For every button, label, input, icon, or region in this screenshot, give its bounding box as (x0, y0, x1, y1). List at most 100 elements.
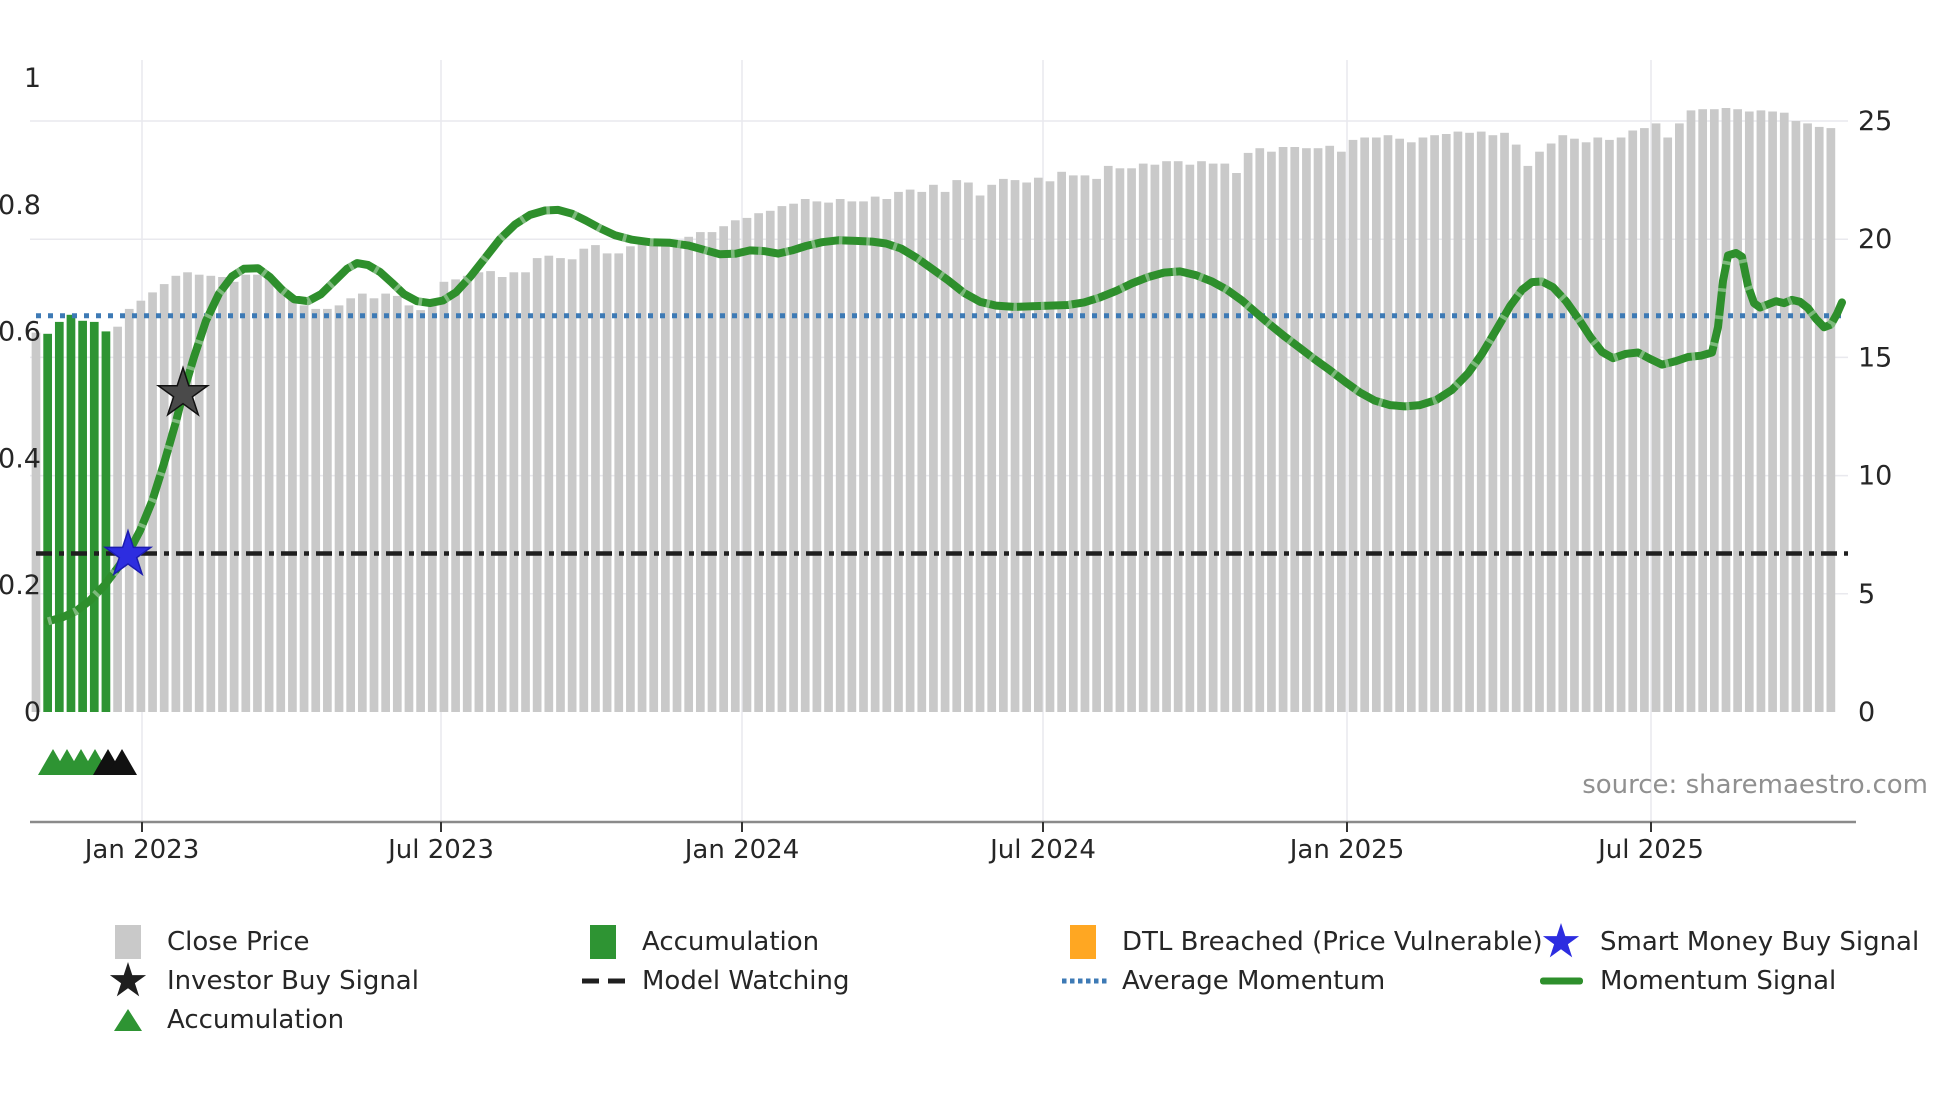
close-price-bar (800, 199, 810, 712)
close-price-bar (486, 271, 495, 712)
close-price-bar (1535, 151, 1544, 712)
close-price-bar (1406, 142, 1416, 713)
close-price-bar (1162, 161, 1171, 712)
close-price-bar (1267, 151, 1276, 712)
close-price-bar (707, 232, 717, 712)
close-price-bar (1255, 148, 1265, 712)
close-price-bar (1010, 180, 1020, 713)
left-tick-label: 1 (24, 63, 41, 94)
accumulation-bar (89, 321, 99, 712)
right-tick-label: 20 (1858, 224, 1892, 255)
close-price-bar (509, 272, 519, 712)
close-price-bar (754, 213, 763, 712)
accumulation-bar (43, 333, 52, 712)
close-price-bar (276, 286, 286, 712)
right-tick-label: 5 (1858, 579, 1875, 610)
x-tick-label: Jul 2025 (1596, 835, 1704, 865)
right-tick-label: 0 (1858, 697, 1875, 728)
close-price-bar (1826, 128, 1836, 713)
close-price-bar (765, 210, 775, 713)
close-price-bar (474, 272, 484, 712)
close-price-bar (777, 206, 787, 712)
close-price-bar (1581, 142, 1591, 713)
close-price-bar (1068, 175, 1078, 712)
close-price-bar (1803, 123, 1812, 712)
close-price-bar (730, 220, 740, 713)
close-price-bar (1756, 110, 1766, 712)
close-price-bar (1768, 111, 1777, 712)
close-price-bar (905, 189, 915, 713)
close-price-bar (579, 248, 589, 712)
close-price-bar (719, 226, 728, 712)
close-price-bar (1150, 164, 1160, 712)
close-price-bar (253, 274, 262, 712)
close-price-bar (136, 300, 146, 712)
close-price-bar (218, 277, 227, 712)
close-price-bar (1500, 132, 1509, 713)
close-price-bar (1814, 126, 1824, 712)
close-price-bar (1733, 109, 1742, 712)
close-price-bar (1628, 130, 1638, 712)
close-price-bar (1337, 151, 1346, 712)
close-price-bar (1465, 132, 1474, 713)
close-price-bar (241, 274, 251, 712)
close-price-bar (171, 275, 181, 712)
close-price-bar (1220, 163, 1230, 713)
close-price-bar (1675, 123, 1684, 712)
close-price-bar (381, 293, 390, 712)
close-price-bar (439, 281, 449, 712)
close-price-bar (1302, 148, 1311, 712)
close-price-bar (1115, 168, 1125, 713)
close-price-bar (1290, 147, 1300, 712)
left-tick-label: 0.2 (0, 570, 41, 601)
accumulation-bar (54, 321, 64, 712)
close-price-bar (159, 284, 169, 712)
close-price-bar (229, 281, 239, 712)
close-price-bar (695, 232, 705, 712)
close-price-bar (206, 275, 216, 712)
close-price-bar (346, 298, 356, 712)
close-price-bar (859, 201, 868, 712)
close-price-bar (789, 203, 798, 712)
left-tick-label: 0.4 (0, 443, 41, 474)
close-price-bar (404, 305, 414, 712)
close-price-bar (999, 178, 1008, 712)
close-price-bar (1558, 135, 1568, 712)
black-triangle-icon (107, 749, 137, 775)
close-price-bar (462, 275, 472, 712)
close-price-bar (1418, 137, 1428, 712)
close-price-bar (742, 217, 752, 712)
close-price-bar (1057, 171, 1066, 713)
close-price-bar (31, 332, 41, 712)
close-price-bar (1441, 134, 1451, 712)
close-price-bar (1033, 177, 1043, 712)
x-tick-label: Jan 2024 (683, 835, 800, 865)
close-price-bar (626, 246, 635, 713)
close-price-bar (299, 305, 309, 712)
close-price-bar (427, 303, 437, 712)
close-price-bar (1698, 109, 1708, 712)
close-price-bar (591, 245, 600, 712)
close-price-bar (369, 298, 379, 712)
close-price-bar (416, 310, 425, 712)
close-price-bar (1453, 131, 1463, 713)
close-price-bar (567, 259, 577, 712)
close-price-bar (497, 277, 507, 712)
right-tick-label: 15 (1858, 342, 1892, 373)
accumulation-bar (66, 314, 76, 712)
close-price-bar (1185, 164, 1195, 712)
close-price-bar (1651, 123, 1661, 712)
close-price-bar (894, 191, 903, 712)
close-price-bar (1313, 148, 1323, 712)
close-price-bar (1173, 161, 1183, 712)
close-price-bar (1476, 131, 1486, 713)
close-price-bar (1511, 144, 1521, 713)
left-tick-label: 0.6 (0, 317, 41, 348)
close-price-bar (357, 293, 367, 712)
close-price-bar (672, 241, 682, 712)
x-tick-label: Jul 2023 (386, 835, 494, 865)
close-price-bar (1080, 175, 1090, 712)
close-price-bar (1243, 152, 1253, 712)
